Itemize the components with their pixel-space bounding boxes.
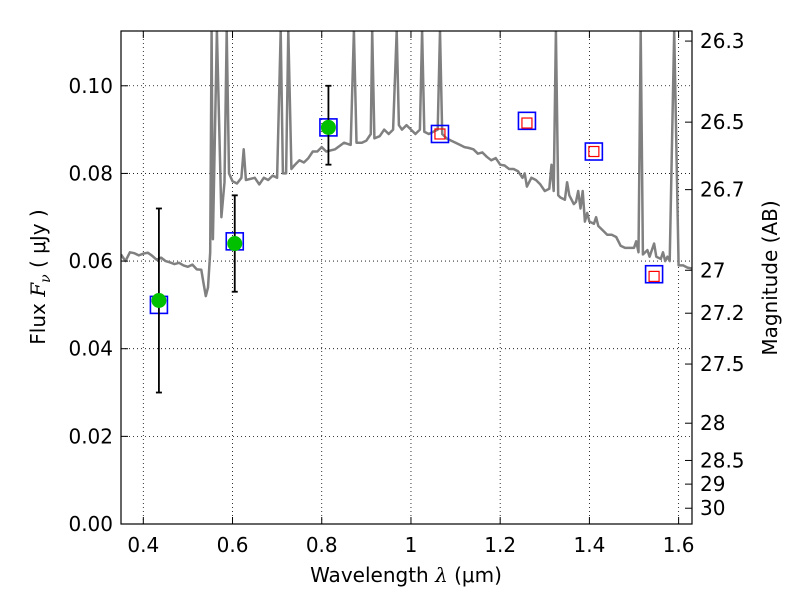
- axis-ticks: 0.4 0.6 0.8 1 1.2 1.4 1.6 0.00 0.02 0.04 0.06 0.08 0…: [68, 29, 744, 557]
- mag-tick-label: 26.7: [700, 178, 745, 202]
- model-photometry-square: [517, 111, 537, 131]
- y-tick-label: 0.02: [68, 424, 113, 448]
- plot-content: [121, 31, 692, 394]
- mag-tick-label: 27.5: [700, 352, 745, 376]
- y-axis-label: Flux Fν ( μJy ): [26, 209, 54, 344]
- model-photometry-square: [644, 264, 664, 284]
- y-tick-label: 0.06: [68, 249, 113, 273]
- model-spectrum-line: [121, 31, 692, 298]
- x-tick-label: 1: [405, 533, 418, 557]
- mag-tick-label: 26.5: [700, 110, 745, 134]
- detection-point: [320, 119, 336, 135]
- x-tick-label: 0.8: [306, 533, 338, 557]
- mag-tick-label: 28.5: [700, 448, 745, 472]
- upper-limit-square: [648, 270, 660, 283]
- mag-tick-label: 28: [700, 411, 725, 435]
- x-tick-label: 1.4: [573, 533, 605, 557]
- x-tick-label: 0.6: [217, 533, 249, 557]
- y-tick-label: 0.00: [68, 512, 113, 536]
- mag-tick-label: 27: [700, 258, 725, 282]
- mag-tick-label: 29: [700, 472, 725, 496]
- upper-limit-square: [588, 145, 600, 158]
- magnitude-axis-label: Magnitude (AB): [758, 200, 782, 355]
- detection-point: [151, 293, 167, 309]
- model-photometry-square: [584, 142, 604, 161]
- mag-tick-label: 26.3: [700, 29, 745, 53]
- mag-tick-label: 27.2: [700, 301, 745, 325]
- x-tick-label: 1.2: [484, 533, 516, 557]
- upper-limit-square: [434, 128, 446, 140]
- plot-frame: [120, 30, 693, 525]
- y-tick-label: 0.04: [68, 337, 113, 361]
- x-tick-label: 1.6: [663, 533, 695, 557]
- upper-limit-square: [521, 117, 533, 129]
- x-tick-label: 0.4: [127, 533, 159, 557]
- y-tick-label: 0.10: [68, 74, 113, 98]
- y-tick-label: 0.08: [68, 161, 113, 185]
- grid: [121, 31, 692, 525]
- model-photometry-square: [430, 124, 450, 144]
- detection-point: [227, 236, 243, 252]
- mag-tick-label: 30: [700, 496, 725, 520]
- x-axis-label: Wavelength λ (μm): [310, 563, 502, 587]
